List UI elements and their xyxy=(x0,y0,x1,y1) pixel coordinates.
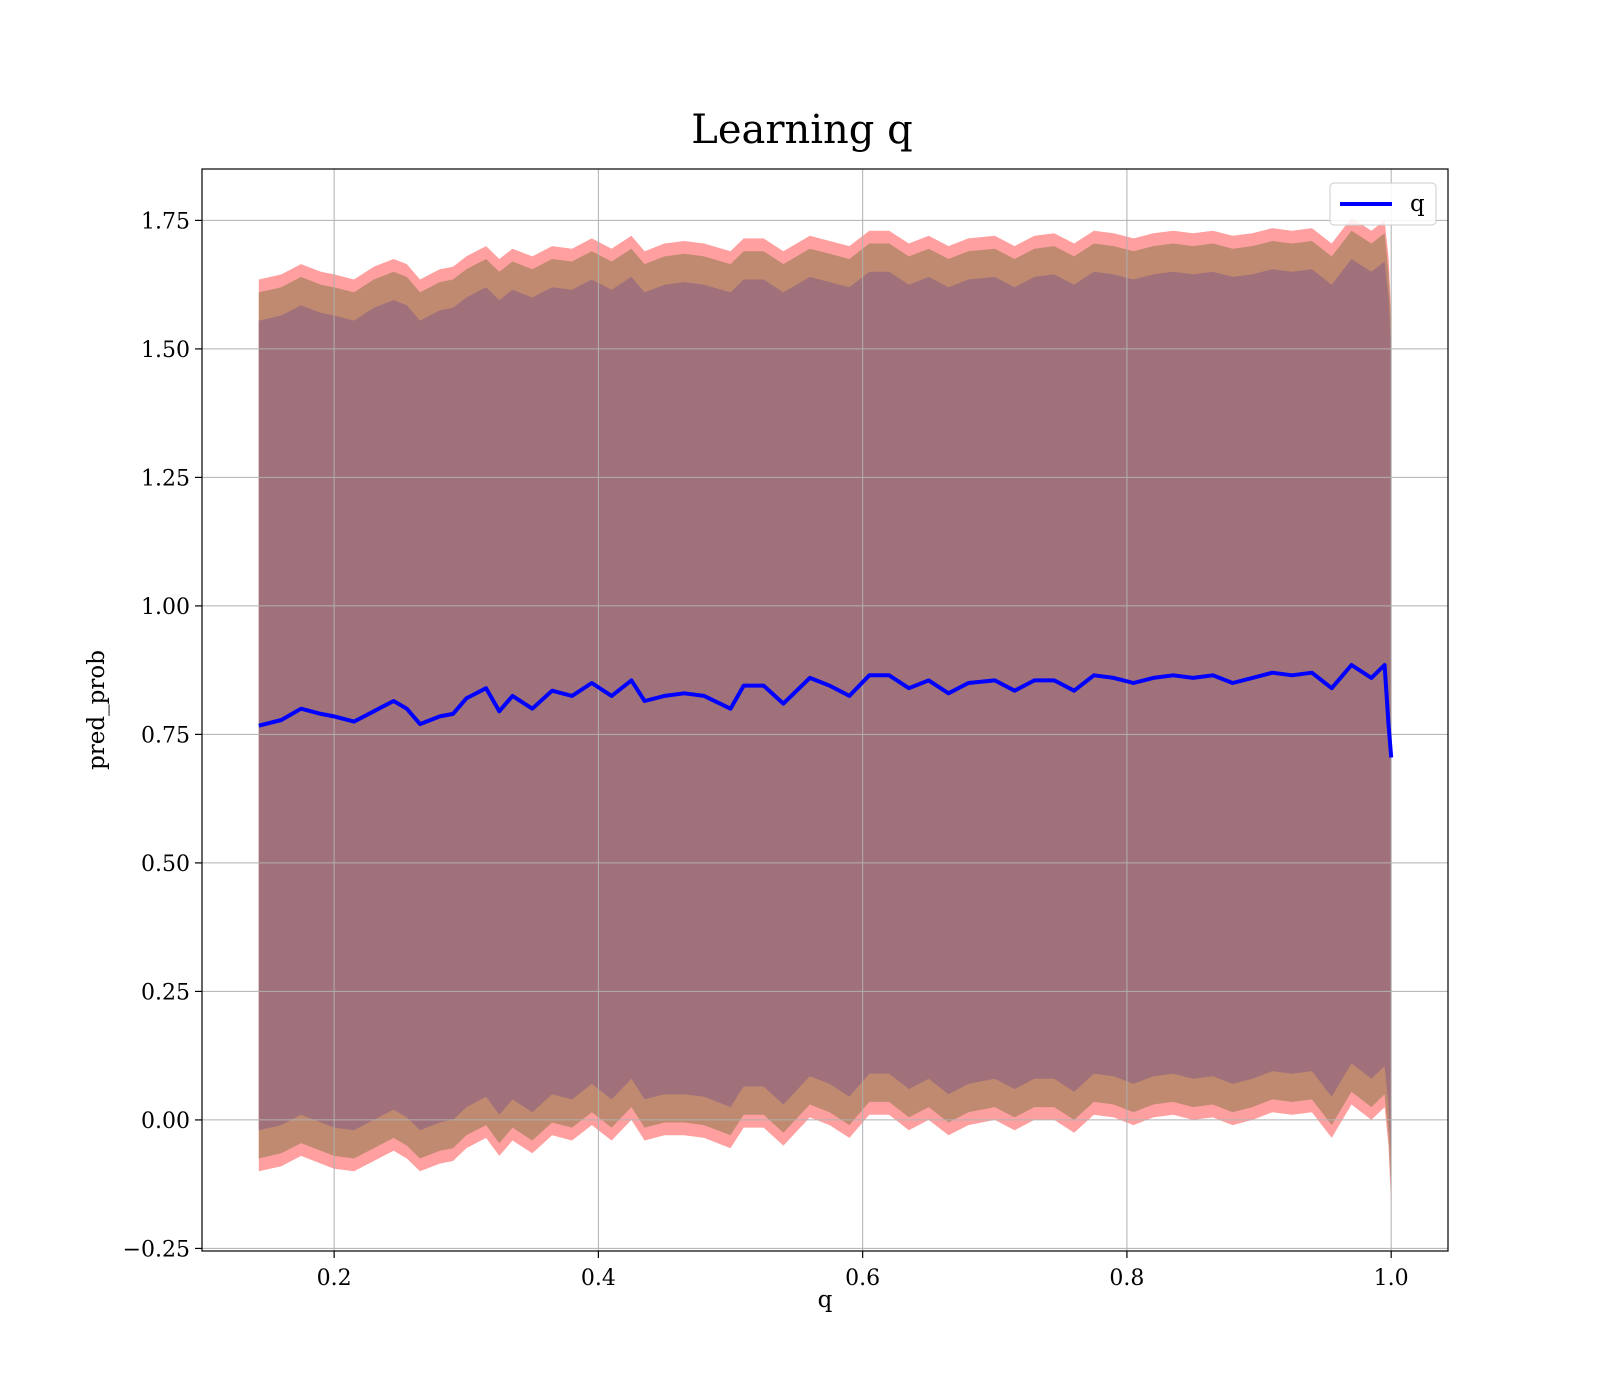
y-tick-label-8: 1.75 xyxy=(141,209,190,234)
x-axis-title: q xyxy=(818,1287,833,1313)
series-layer xyxy=(258,663,1394,758)
y-tick-label-7: 1.50 xyxy=(141,338,190,363)
x-tick-label-4: 1.0 xyxy=(1374,1266,1409,1291)
x-tick-label-2: 0.6 xyxy=(845,1266,880,1291)
x-tick-label-3: 0.8 xyxy=(1109,1266,1144,1291)
chart-title: Learning q xyxy=(691,107,912,153)
y-axis-title: pred_prob xyxy=(84,650,110,770)
y-tick-label-4: 0.75 xyxy=(141,723,190,748)
y-tick-label-0: −0.25 xyxy=(123,1237,190,1262)
y-tick-label-2: 0.25 xyxy=(141,980,190,1005)
grid xyxy=(202,169,1448,1251)
legend-label-q: q xyxy=(1410,191,1425,217)
series-line-q xyxy=(258,663,1394,758)
y-tick-label-6: 1.25 xyxy=(141,466,190,491)
y-axis: −0.25 0.00 0.25 0.50 0.75 1.00 1.25 1.50 1.75 xyxy=(123,209,202,1262)
y-tick-label-3: 0.50 xyxy=(141,852,190,877)
band-inner xyxy=(258,259,1392,1167)
x-tick-label-0: 0.2 xyxy=(317,1266,352,1291)
x-axis: 0.2 0.4 0.6 0.8 1.0 xyxy=(317,1251,1409,1291)
y-tick-label-1: 0.00 xyxy=(141,1109,190,1134)
legend: q xyxy=(1329,182,1437,226)
confidence-bands xyxy=(258,217,1392,1208)
y-tick-label-5: 1.00 xyxy=(141,595,190,620)
x-tick-label-1: 0.4 xyxy=(581,1266,616,1291)
plot-frame xyxy=(201,168,1449,1252)
